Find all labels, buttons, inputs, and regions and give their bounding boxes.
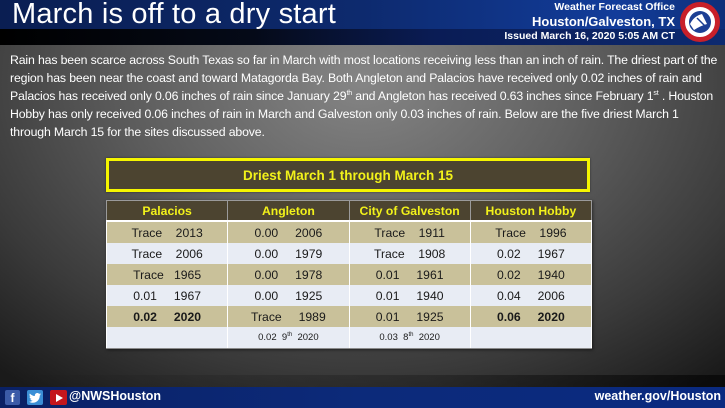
footnote-year: 2020: [413, 332, 440, 344]
table-cell: 0.00 2006: [227, 221, 350, 243]
facebook-icon[interactable]: f: [5, 390, 20, 405]
table-row: 0.02 2020 Trace 1989 0.01 1925 0.06 2020: [105, 306, 593, 327]
superscript-th: th: [346, 89, 352, 97]
youtube-icon[interactable]: [50, 390, 67, 405]
nws-logo-icon: [680, 2, 720, 42]
social-handle[interactable]: @NWSHouston: [69, 389, 162, 403]
footnote-hobby: [469, 327, 593, 349]
table-cell: Trace 1996: [469, 221, 593, 243]
footnote-sup: th: [287, 331, 293, 338]
footer-banner: f @NWSHouston weather.gov/Houston: [0, 375, 725, 408]
paragraph-part-2: and Angleton has received 0.63 inches si…: [351, 89, 654, 103]
table-cell: 0.01 1961: [348, 264, 471, 285]
description-paragraph: Rain has been scarce across South Texas …: [10, 51, 720, 141]
table-cell: Trace 1989: [227, 306, 350, 327]
table-row: Trace 2013 0.00 2006 Trace 1911 Trace 19…: [105, 221, 593, 243]
driest-table: Palacios Angleton City of Galveston Hous…: [105, 200, 593, 349]
column-header-galveston: City of Galveston: [348, 200, 471, 222]
table-footnote-row: 0.02 9th 2020 0.03 8th 2020: [105, 327, 593, 349]
table-cell: Trace 1965: [105, 264, 229, 285]
table-title: Driest March 1 through March 15: [106, 158, 590, 192]
page-title: March is off to a dry start: [12, 0, 336, 30]
footnote-galveston: 0.03 8th 2020: [348, 327, 471, 349]
table-cell: 0.00 1925: [227, 285, 350, 306]
paragraph-part-1: Rain has been scarce across South Texas …: [10, 53, 718, 103]
footnote-angleton: 0.02 9th 2020: [227, 327, 350, 349]
table-cell: Trace 1908: [348, 243, 471, 264]
table-cell: 0.01 1925: [348, 306, 471, 327]
table-row: Trace 1965 0.00 1978 0.01 1961 0.02 1940: [105, 264, 593, 285]
issued-time: Issued March 16, 2020 5:05 AM CT: [504, 29, 675, 42]
footnote-sup: th: [408, 331, 414, 338]
footnote-value: 0.02 9: [258, 332, 288, 344]
table-row: 0.01 1967 0.00 1925 0.01 1940 0.04 2006: [105, 285, 593, 306]
table-cell: Trace 2013: [105, 221, 229, 243]
table-cell: 0.00 1978: [227, 264, 350, 285]
table-cell: 0.04 2006: [469, 285, 593, 306]
table-cell: 0.00 1979: [227, 243, 350, 264]
footnote-year: 2020: [292, 332, 319, 344]
table-cell: 0.01 1940: [348, 285, 471, 306]
paragraph-part-3: . Houston Hobby has only received 0.06 i…: [10, 89, 714, 139]
office-info: Weather Forecast Office Houston/Galvesto…: [504, 2, 675, 41]
column-header-hobby: Houston Hobby: [469, 200, 593, 222]
table-cell: 0.02 1940: [469, 264, 593, 285]
table-cell: 0.01 1967: [105, 285, 229, 306]
column-header-palacios: Palacios: [105, 200, 229, 222]
table-cell-2020-highlight: 0.06 2020: [469, 306, 593, 327]
table-cell: Trace 1911: [348, 221, 471, 243]
office-line-2: Houston/Galveston, TX: [531, 13, 675, 29]
header-banner: March is off to a dry start Weather Fore…: [0, 0, 725, 45]
table-header-row: Palacios Angleton City of Galveston Hous…: [105, 200, 593, 222]
superscript-st: st: [653, 89, 659, 97]
table-cell: Trace 2006: [105, 243, 229, 264]
table-cell-2020-highlight: 0.02 2020: [105, 306, 229, 327]
column-header-angleton: Angleton: [227, 200, 350, 222]
footnote-value: 0.03 8: [379, 332, 409, 344]
twitter-icon[interactable]: [27, 390, 43, 405]
website-link[interactable]: weather.gov/Houston: [594, 389, 721, 403]
office-line-1: Weather Forecast Office: [554, 1, 675, 13]
table-cell: 0.02 1967: [469, 243, 593, 264]
table-row: Trace 2006 0.00 1979 Trace 1908 0.02 196…: [105, 243, 593, 264]
footnote-palacios: [105, 327, 229, 349]
